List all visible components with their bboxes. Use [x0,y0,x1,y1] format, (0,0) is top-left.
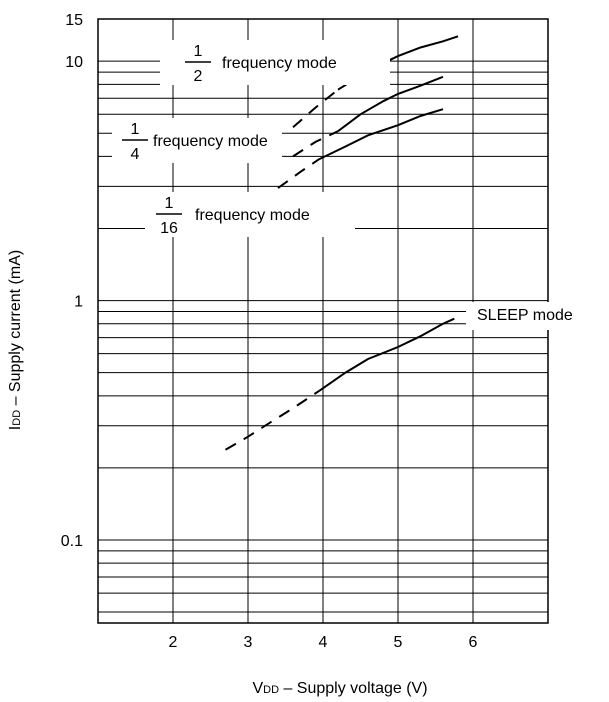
x-tick-label: 5 [394,634,403,651]
series-sleep-dashed [224,389,320,451]
series-sixteenth-line [318,108,444,161]
fraction-numerator: 1 [131,121,140,138]
fraction-denominator: 2 [194,68,203,85]
series-label-sleep: SLEEP mode [477,307,573,324]
series-label-half: frequency mode [222,55,337,72]
y-axis-label: IDD – Supply current (mA) [7,250,24,430]
series-sleep-line [318,317,455,392]
y-tick-label: 15 [65,12,83,29]
x-axis-label: VDD – Supply voltage (V) [252,680,427,697]
tick-labels: 2 3 4 5 6 0.1 1 10 15 [61,12,478,651]
x-tick-label: 4 [319,634,328,651]
fraction-denominator: 16 [160,220,178,237]
x-tick-label: 6 [469,634,478,651]
fraction-denominator: 4 [131,146,140,163]
y-tick-label: 0.1 [61,533,83,550]
series-sixteenth-dashed [277,158,320,189]
fraction-numerator: 1 [194,43,203,60]
label-backdrop [466,302,607,330]
series [224,35,459,451]
x-tick-label: 3 [244,634,253,651]
series-label-quarter: frequency mode [153,133,268,150]
fraction-numerator: 1 [165,195,174,212]
series-labels: 1 2 frequency mode 1 4 frequency mode 1 16 frequ… [112,40,607,330]
x-tick-label: 2 [169,634,178,651]
series-quarter-line [337,75,444,132]
series-half-dashed [292,88,339,128]
series-quarter-dashed [292,130,339,158]
series-label-sixteenth: frequency mode [195,207,310,224]
y-tick-label: 1 [74,294,83,311]
y-tick-label: 10 [65,54,83,71]
